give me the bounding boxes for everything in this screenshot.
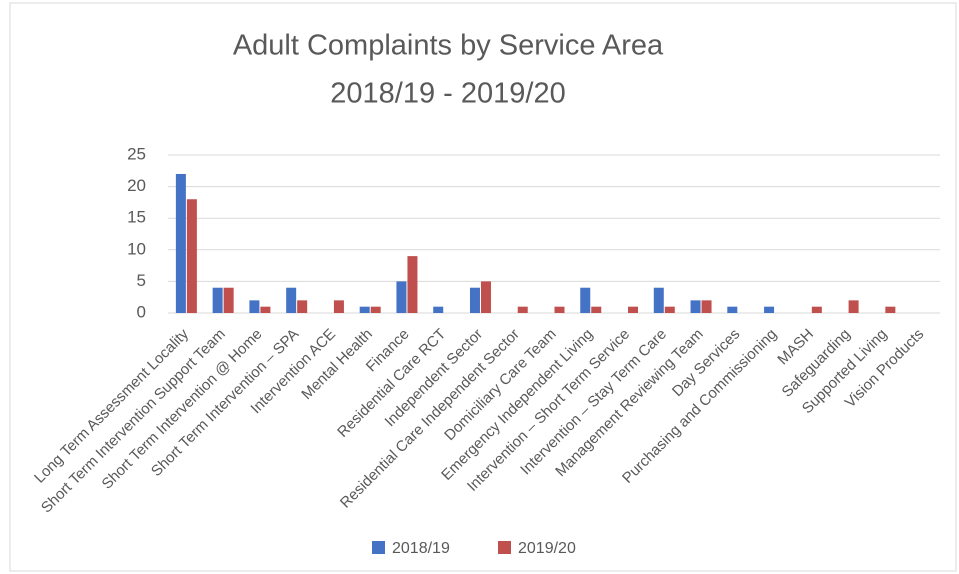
bar bbox=[480, 281, 491, 313]
bar bbox=[885, 306, 896, 313]
bar bbox=[297, 300, 308, 313]
legend-swatch bbox=[372, 541, 385, 554]
bar bbox=[286, 287, 297, 313]
bar bbox=[701, 300, 712, 313]
bar bbox=[469, 287, 480, 313]
legend-swatch bbox=[498, 541, 511, 554]
bar bbox=[175, 173, 186, 313]
legend-label: 2018/19 bbox=[392, 540, 450, 557]
y-tick-label: 0 bbox=[137, 302, 146, 321]
bar bbox=[690, 300, 701, 313]
chart-subtitle: 2018/19 - 2019/20 bbox=[330, 78, 565, 110]
bar bbox=[848, 300, 859, 313]
bar bbox=[628, 306, 639, 313]
bar bbox=[407, 256, 418, 313]
bar bbox=[212, 287, 223, 313]
bar bbox=[811, 306, 822, 313]
bar bbox=[333, 300, 344, 313]
y-tick-label: 5 bbox=[137, 271, 146, 290]
bar bbox=[764, 306, 775, 313]
bar bbox=[370, 306, 381, 313]
bar bbox=[554, 306, 565, 313]
bar bbox=[186, 199, 197, 313]
bar bbox=[359, 306, 370, 313]
bar bbox=[223, 287, 234, 313]
bar bbox=[433, 306, 444, 313]
bar bbox=[664, 306, 675, 313]
bar bbox=[249, 300, 260, 313]
legend-label: 2019/20 bbox=[518, 540, 576, 557]
bar bbox=[591, 306, 602, 313]
chart-title: Adult Complaints by Service Area bbox=[233, 30, 664, 62]
y-tick-label: 20 bbox=[127, 176, 146, 195]
y-tick-label: 10 bbox=[127, 239, 146, 258]
bar bbox=[517, 306, 528, 313]
bar bbox=[580, 287, 591, 313]
bar bbox=[260, 306, 271, 313]
y-tick-label: 15 bbox=[127, 208, 146, 227]
bar bbox=[396, 281, 407, 313]
y-tick-label: 25 bbox=[127, 144, 146, 163]
bar bbox=[653, 287, 664, 313]
bar bbox=[727, 306, 738, 313]
